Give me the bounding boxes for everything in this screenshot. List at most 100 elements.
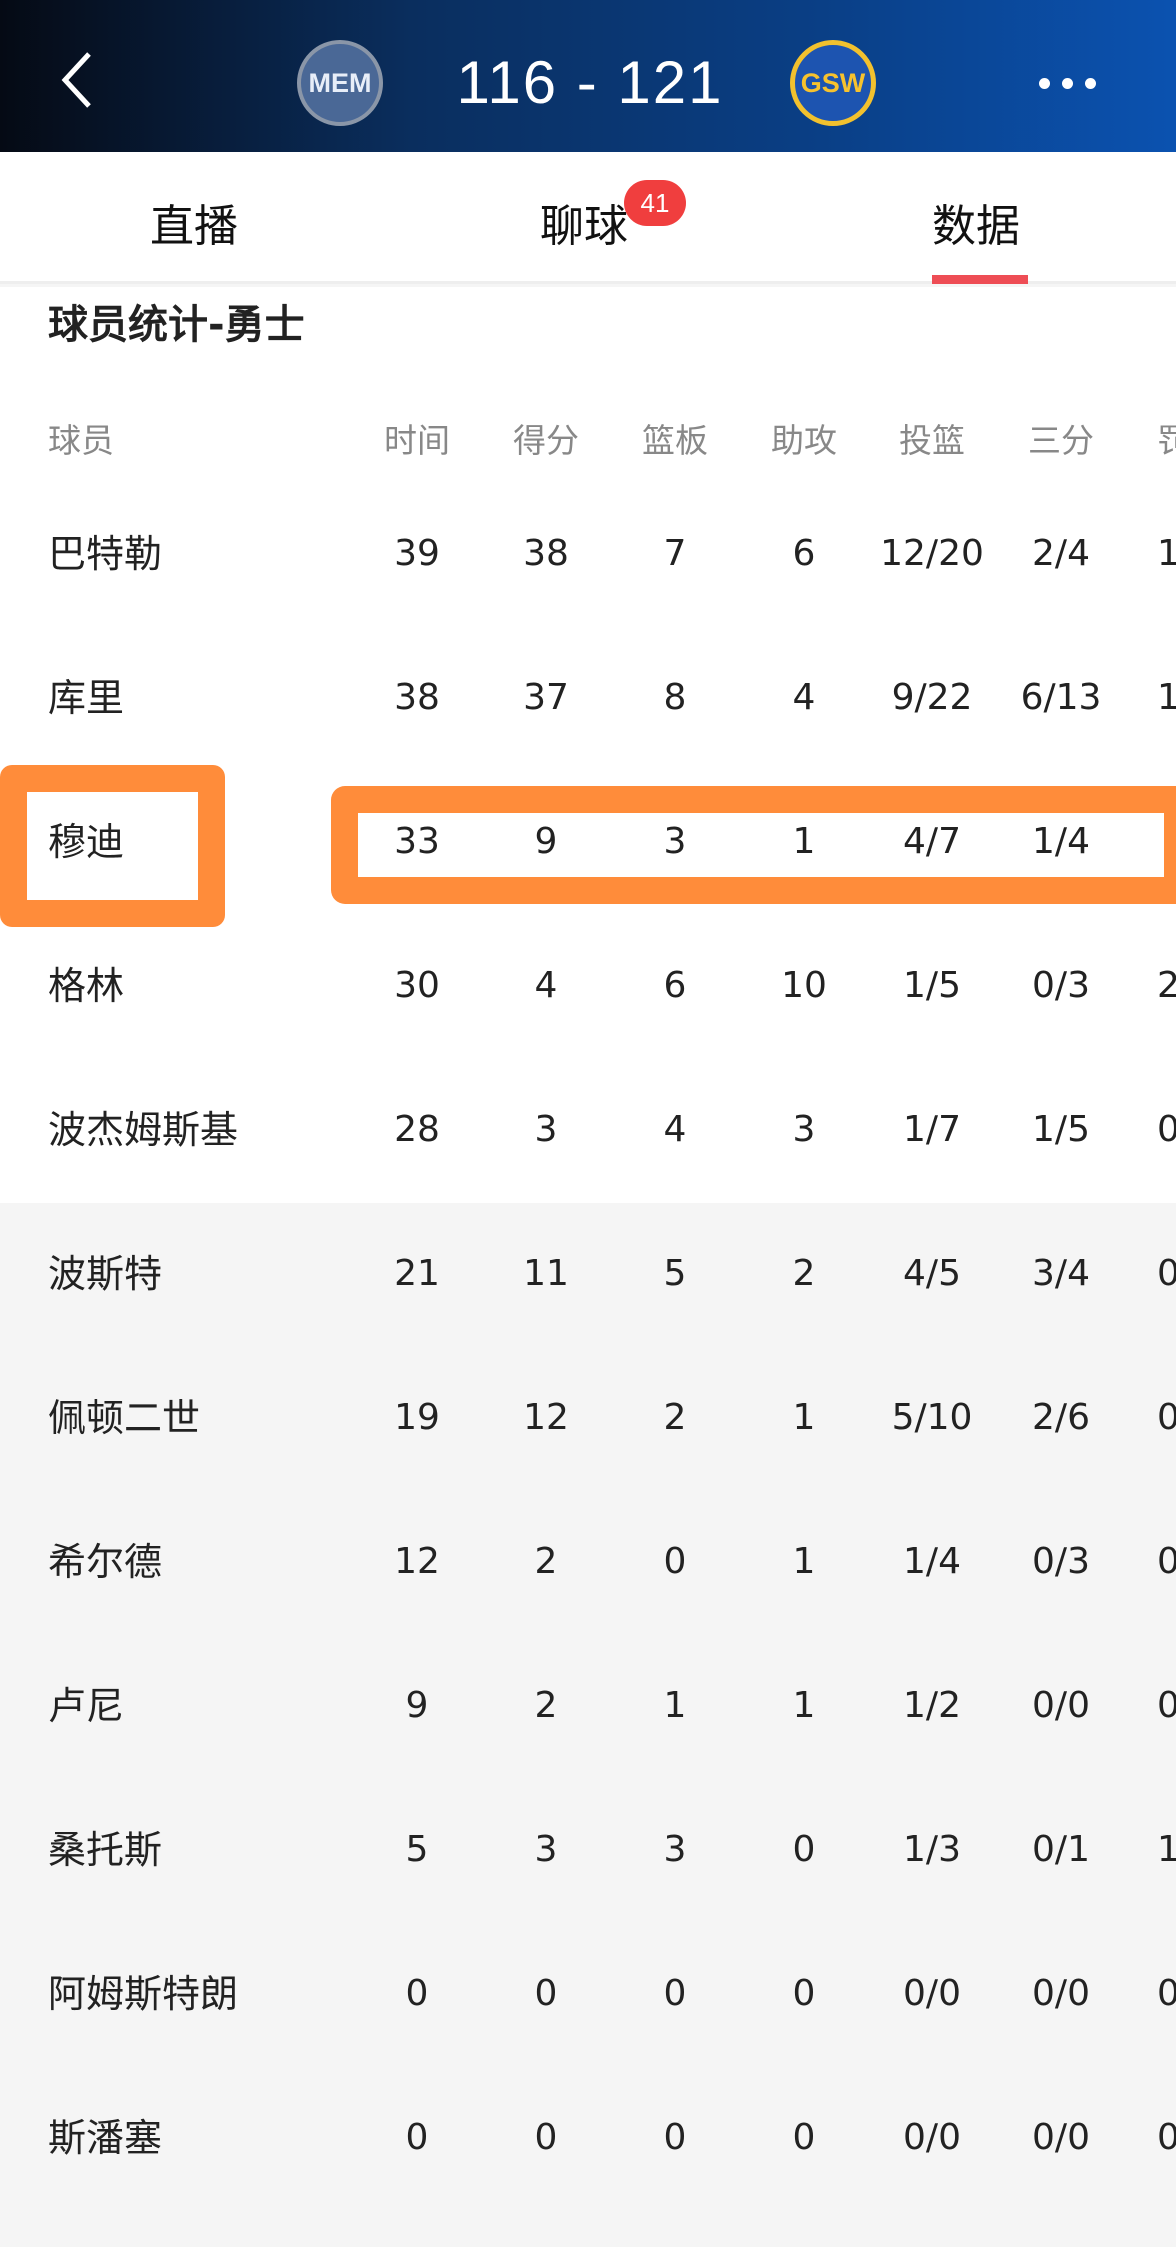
- table-header: 球员 时间 得分 篮板 助攻 投篮 三分 罚: [0, 411, 1176, 471]
- stat-cell: 0/0: [903, 1973, 961, 2014]
- stat-cell: 8: [663, 677, 687, 718]
- stat-cell: 0/0: [1032, 1685, 1090, 1726]
- stat-cell: 28: [394, 1109, 440, 1150]
- stat-cell: 1/2: [903, 1685, 961, 1726]
- table-row[interactable]: 希尔德 12 2 0 1 1/4 0/3 0: [0, 1532, 1176, 1592]
- stat-cell: 0: [663, 1973, 687, 2014]
- stat-cell: 罚: [1157, 421, 1176, 460]
- stat-cell: 4/5: [903, 1253, 961, 1294]
- stat-cell: 4/7: [903, 821, 961, 862]
- stat-cell: 0: [1157, 1973, 1176, 2014]
- player-name: 卢尼: [48, 1684, 125, 1728]
- stat-cell: 21: [394, 1253, 440, 1294]
- stat-cell: 9/22: [891, 677, 973, 718]
- player-name: 巴特勒: [48, 532, 163, 576]
- chat-count-badge: 41: [624, 180, 686, 226]
- stat-cell: 1/4: [1032, 821, 1090, 862]
- stat-cell: 2: [534, 1541, 558, 1582]
- stat-cell: 0/0: [903, 2117, 961, 2158]
- away-team-logo[interactable]: GSW: [790, 40, 876, 126]
- stat-cell: 0: [1157, 1397, 1176, 1438]
- player-name: 穆迪: [48, 820, 125, 864]
- tab-stats[interactable]: 数据: [932, 201, 1020, 252]
- player-name: 阿姆斯特朗: [48, 1972, 239, 2016]
- tab-bar: 直播 聊球 41 数据: [0, 152, 1176, 284]
- table-row[interactable]: 波斯特 21 11 5 2 4/5 3/4 0: [0, 1244, 1176, 1304]
- stat-cell: 5: [405, 1829, 429, 1870]
- table-row[interactable]: 库里 38 37 8 4 9/22 6/13 13: [0, 668, 1176, 728]
- tab-chat[interactable]: 聊球: [540, 201, 628, 252]
- stat-cell: 0: [1157, 1685, 1176, 1726]
- stat-cell: 33: [394, 821, 440, 862]
- stat-cell: 19: [394, 1397, 440, 1438]
- stat-cell: 5: [663, 1253, 687, 1294]
- stat-cell: 9: [534, 821, 558, 862]
- stat-cell: 2: [1157, 965, 1176, 1006]
- stat-cell: 1: [792, 1397, 816, 1438]
- stat-cell: 0: [534, 1973, 558, 2014]
- stat-cell: 2/4: [1032, 533, 1090, 574]
- tab-live[interactable]: 直播: [150, 201, 238, 252]
- starters-background: [0, 287, 1176, 1203]
- table-row[interactable]: 巴特勒 39 38 7 6 12/20 2/4 12: [0, 524, 1176, 584]
- player-name: 球员: [48, 421, 114, 460]
- stat-cell: 0: [1157, 2117, 1176, 2158]
- stat-cell: 2/6: [1032, 1397, 1090, 1438]
- table-row[interactable]: 卢尼 9 2 1 1 1/2 0/0 0: [0, 1676, 1176, 1736]
- stat-cell: 0/0: [1032, 1973, 1090, 2014]
- table-row[interactable]: 斯潘塞 0 0 0 0 0/0 0/0 0: [0, 2108, 1176, 2168]
- more-icon[interactable]: [1039, 78, 1096, 89]
- player-name: 斯潘塞: [48, 2116, 163, 2160]
- stat-cell: 1: [792, 821, 816, 862]
- stat-cell: 12/20: [880, 533, 984, 574]
- score: 116 - 121: [456, 49, 724, 116]
- stat-cell: 6/13: [1020, 677, 1102, 718]
- stat-cell: 9: [405, 1685, 429, 1726]
- player-name: 希尔德: [48, 1540, 163, 1584]
- stat-cell: 4: [663, 1109, 687, 1150]
- stat-cell: 37: [523, 677, 569, 718]
- table-row[interactable]: 波杰姆斯基 28 3 4 3 1/7 1/5 0: [0, 1100, 1176, 1160]
- stat-cell: 12: [523, 1397, 569, 1438]
- stat-cell: 0: [405, 1973, 429, 2014]
- table-row[interactable]: 佩顿二世 19 12 2 1 5/10 2/6 0: [0, 1388, 1176, 1448]
- stat-cell: 3: [663, 1829, 687, 1870]
- stat-cell: 时间: [384, 421, 450, 460]
- stat-cell: 3: [534, 1109, 558, 1150]
- highlight-stats-box: [331, 786, 1176, 904]
- stat-cell: 1: [1157, 1829, 1176, 1870]
- table-row[interactable]: 阿姆斯特朗 0 0 0 0 0/0 0/0 0: [0, 1964, 1176, 2024]
- player-name: 库里: [48, 676, 125, 720]
- stat-cell: 2: [792, 1253, 816, 1294]
- table-row[interactable]: 格林 30 4 6 10 1/5 0/3 2: [0, 956, 1176, 1016]
- stat-cell: 4: [534, 965, 558, 1006]
- back-icon[interactable]: [55, 50, 105, 110]
- stat-cell: 1: [792, 1685, 816, 1726]
- player-name: 桑托斯: [48, 1828, 163, 1872]
- home-team-logo[interactable]: MEM: [297, 40, 383, 126]
- stat-cell: 0: [534, 2117, 558, 2158]
- stat-cell: 0/3: [1032, 965, 1090, 1006]
- player-name: 波斯特: [48, 1252, 163, 1296]
- stat-cell: 助攻: [771, 421, 837, 460]
- stat-cell: 0/0: [1032, 2117, 1090, 2158]
- stat-cell: 1/5: [903, 965, 961, 1006]
- stat-cell: 38: [394, 677, 440, 718]
- stat-cell: 12: [394, 1541, 440, 1582]
- stat-cell: 0: [1157, 1541, 1176, 1582]
- table-row[interactable]: 穆迪 33 9 3 1 4/7 1/4: [0, 812, 1176, 872]
- stat-cell: 2: [663, 1397, 687, 1438]
- stat-cell: 39: [394, 533, 440, 574]
- stat-cell: 3: [792, 1109, 816, 1150]
- stat-cell: 0: [792, 1973, 816, 2014]
- stat-cell: 6: [792, 533, 816, 574]
- highlight-name-box: [0, 765, 225, 927]
- stat-cell: 30: [394, 965, 440, 1006]
- stat-cell: 0/1: [1032, 1829, 1090, 1870]
- stat-cell: 5/10: [891, 1397, 973, 1438]
- stat-cell: 1/5: [1032, 1109, 1090, 1150]
- table-row[interactable]: 桑托斯 5 3 3 0 1/3 0/1 1: [0, 1820, 1176, 1880]
- active-tab-indicator: [932, 275, 1028, 284]
- stat-cell: 10: [781, 965, 827, 1006]
